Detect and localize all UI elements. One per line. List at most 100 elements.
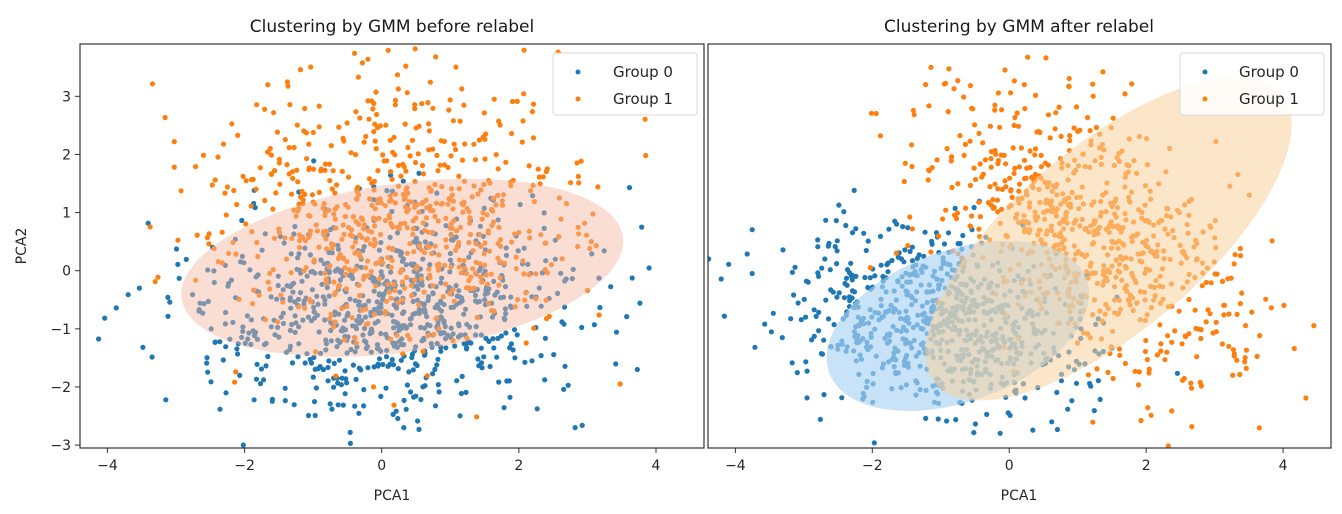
data-point-group-0 <box>413 235 419 241</box>
data-point-group-1 <box>234 201 240 208</box>
data-point-group-1 <box>538 232 544 238</box>
data-point-group-1 <box>1067 133 1073 139</box>
data-point-group-1 <box>350 244 356 250</box>
data-point-group-1 <box>337 251 343 258</box>
data-point-group-1 <box>513 266 519 272</box>
data-point-group-1 <box>461 102 467 108</box>
data-point-group-0 <box>375 361 381 367</box>
data-point-group-0 <box>570 266 576 272</box>
data-point-group-1 <box>418 247 424 253</box>
panel-after-relabel: Clustering by GMM after relabel −4 −2 0 2 4 … <box>707 17 1332 504</box>
data-point-group-0 <box>455 334 462 340</box>
data-point-group-1 <box>1011 122 1017 128</box>
data-point-group-1 <box>1231 261 1237 267</box>
data-point-group-1 <box>523 290 529 296</box>
data-point-group-0 <box>291 231 297 237</box>
data-point-group-1 <box>342 213 348 220</box>
data-point-group-1 <box>341 231 347 237</box>
data-point-group-1 <box>374 111 380 118</box>
data-point-group-1 <box>152 279 158 285</box>
data-point-group-1 <box>232 379 238 385</box>
data-point-group-0 <box>608 284 614 290</box>
data-point-group-1 <box>223 212 229 218</box>
data-point-group-0 <box>368 349 374 355</box>
data-point-group-0 <box>849 230 856 236</box>
data-point-group-1 <box>383 122 389 128</box>
data-point-group-1 <box>254 102 260 108</box>
data-point-group-1 <box>491 96 497 102</box>
data-point-group-0 <box>378 269 384 275</box>
data-point-group-1 <box>990 197 996 203</box>
data-point-group-1 <box>404 225 410 231</box>
data-point-group-0 <box>304 273 310 279</box>
data-point-group-0 <box>749 270 755 277</box>
data-point-group-0 <box>282 398 288 404</box>
data-point-group-1 <box>909 163 915 170</box>
data-point-group-1 <box>291 144 297 151</box>
data-point-group-0 <box>482 247 488 253</box>
data-point-group-1 <box>171 139 177 145</box>
data-point-group-0 <box>565 382 571 388</box>
data-point-group-0 <box>309 287 315 293</box>
data-point-group-1 <box>219 260 225 266</box>
data-point-group-1 <box>1154 352 1160 358</box>
data-point-group-1 <box>1243 365 1249 371</box>
data-point-group-0 <box>848 260 854 266</box>
data-point-group-1 <box>412 159 419 166</box>
data-point-group-0 <box>422 239 428 245</box>
data-point-group-1 <box>405 144 411 151</box>
data-point-group-1 <box>1029 174 1035 180</box>
data-point-group-0 <box>830 289 836 295</box>
data-point-group-1 <box>1053 110 1059 116</box>
data-point-group-1 <box>421 289 427 295</box>
data-point-group-1 <box>265 149 271 155</box>
data-point-group-1 <box>1015 123 1022 129</box>
data-point-group-0 <box>296 341 302 347</box>
data-point-group-1 <box>483 272 489 278</box>
data-point-group-1 <box>426 147 432 153</box>
data-point-group-1 <box>988 149 995 155</box>
data-point-group-0 <box>626 185 633 191</box>
data-point-group-1 <box>467 231 473 238</box>
x-tick-label: −2 <box>862 458 883 474</box>
x-ticks: −4 −2 0 2 4 <box>97 448 661 474</box>
data-point-group-1 <box>340 222 346 228</box>
data-point-group-1 <box>371 187 377 193</box>
data-point-group-0 <box>353 376 359 382</box>
data-point-group-0 <box>639 224 645 230</box>
data-point-group-1 <box>402 196 408 202</box>
data-point-group-0 <box>1091 408 1097 414</box>
data-point-group-0 <box>789 360 795 366</box>
data-point-group-1 <box>363 265 369 271</box>
data-point-group-1 <box>526 228 532 234</box>
data-point-group-1 <box>473 270 479 276</box>
data-point-group-1 <box>432 243 438 249</box>
data-point-group-0 <box>288 251 294 257</box>
data-point-group-1 <box>467 215 473 221</box>
data-point-group-0 <box>288 305 294 311</box>
data-point-group-1 <box>1132 368 1138 374</box>
data-point-group-0 <box>762 321 768 327</box>
data-point-group-0 <box>1054 426 1060 433</box>
data-point-group-1 <box>194 232 200 238</box>
data-point-group-0 <box>816 273 822 279</box>
data-point-group-1 <box>488 271 494 277</box>
data-point-group-0 <box>494 289 500 295</box>
data-point-group-1 <box>993 151 999 157</box>
x-tick-label: −4 <box>725 458 746 474</box>
data-point-group-1 <box>375 200 381 206</box>
data-point-group-0 <box>324 284 330 291</box>
data-point-group-0 <box>1065 406 1071 412</box>
data-point-group-0 <box>1030 427 1036 433</box>
data-point-group-1 <box>575 224 581 230</box>
data-point-group-1 <box>336 124 342 130</box>
data-point-group-0 <box>420 308 426 314</box>
data-point-group-0 <box>957 240 963 247</box>
data-point-group-0 <box>378 240 384 246</box>
data-point-group-1 <box>1164 349 1170 355</box>
data-point-group-1 <box>356 192 362 198</box>
data-point-group-1 <box>175 237 181 243</box>
data-point-group-1 <box>375 168 381 174</box>
data-point-group-0 <box>292 223 298 230</box>
data-point-group-1 <box>531 325 537 331</box>
